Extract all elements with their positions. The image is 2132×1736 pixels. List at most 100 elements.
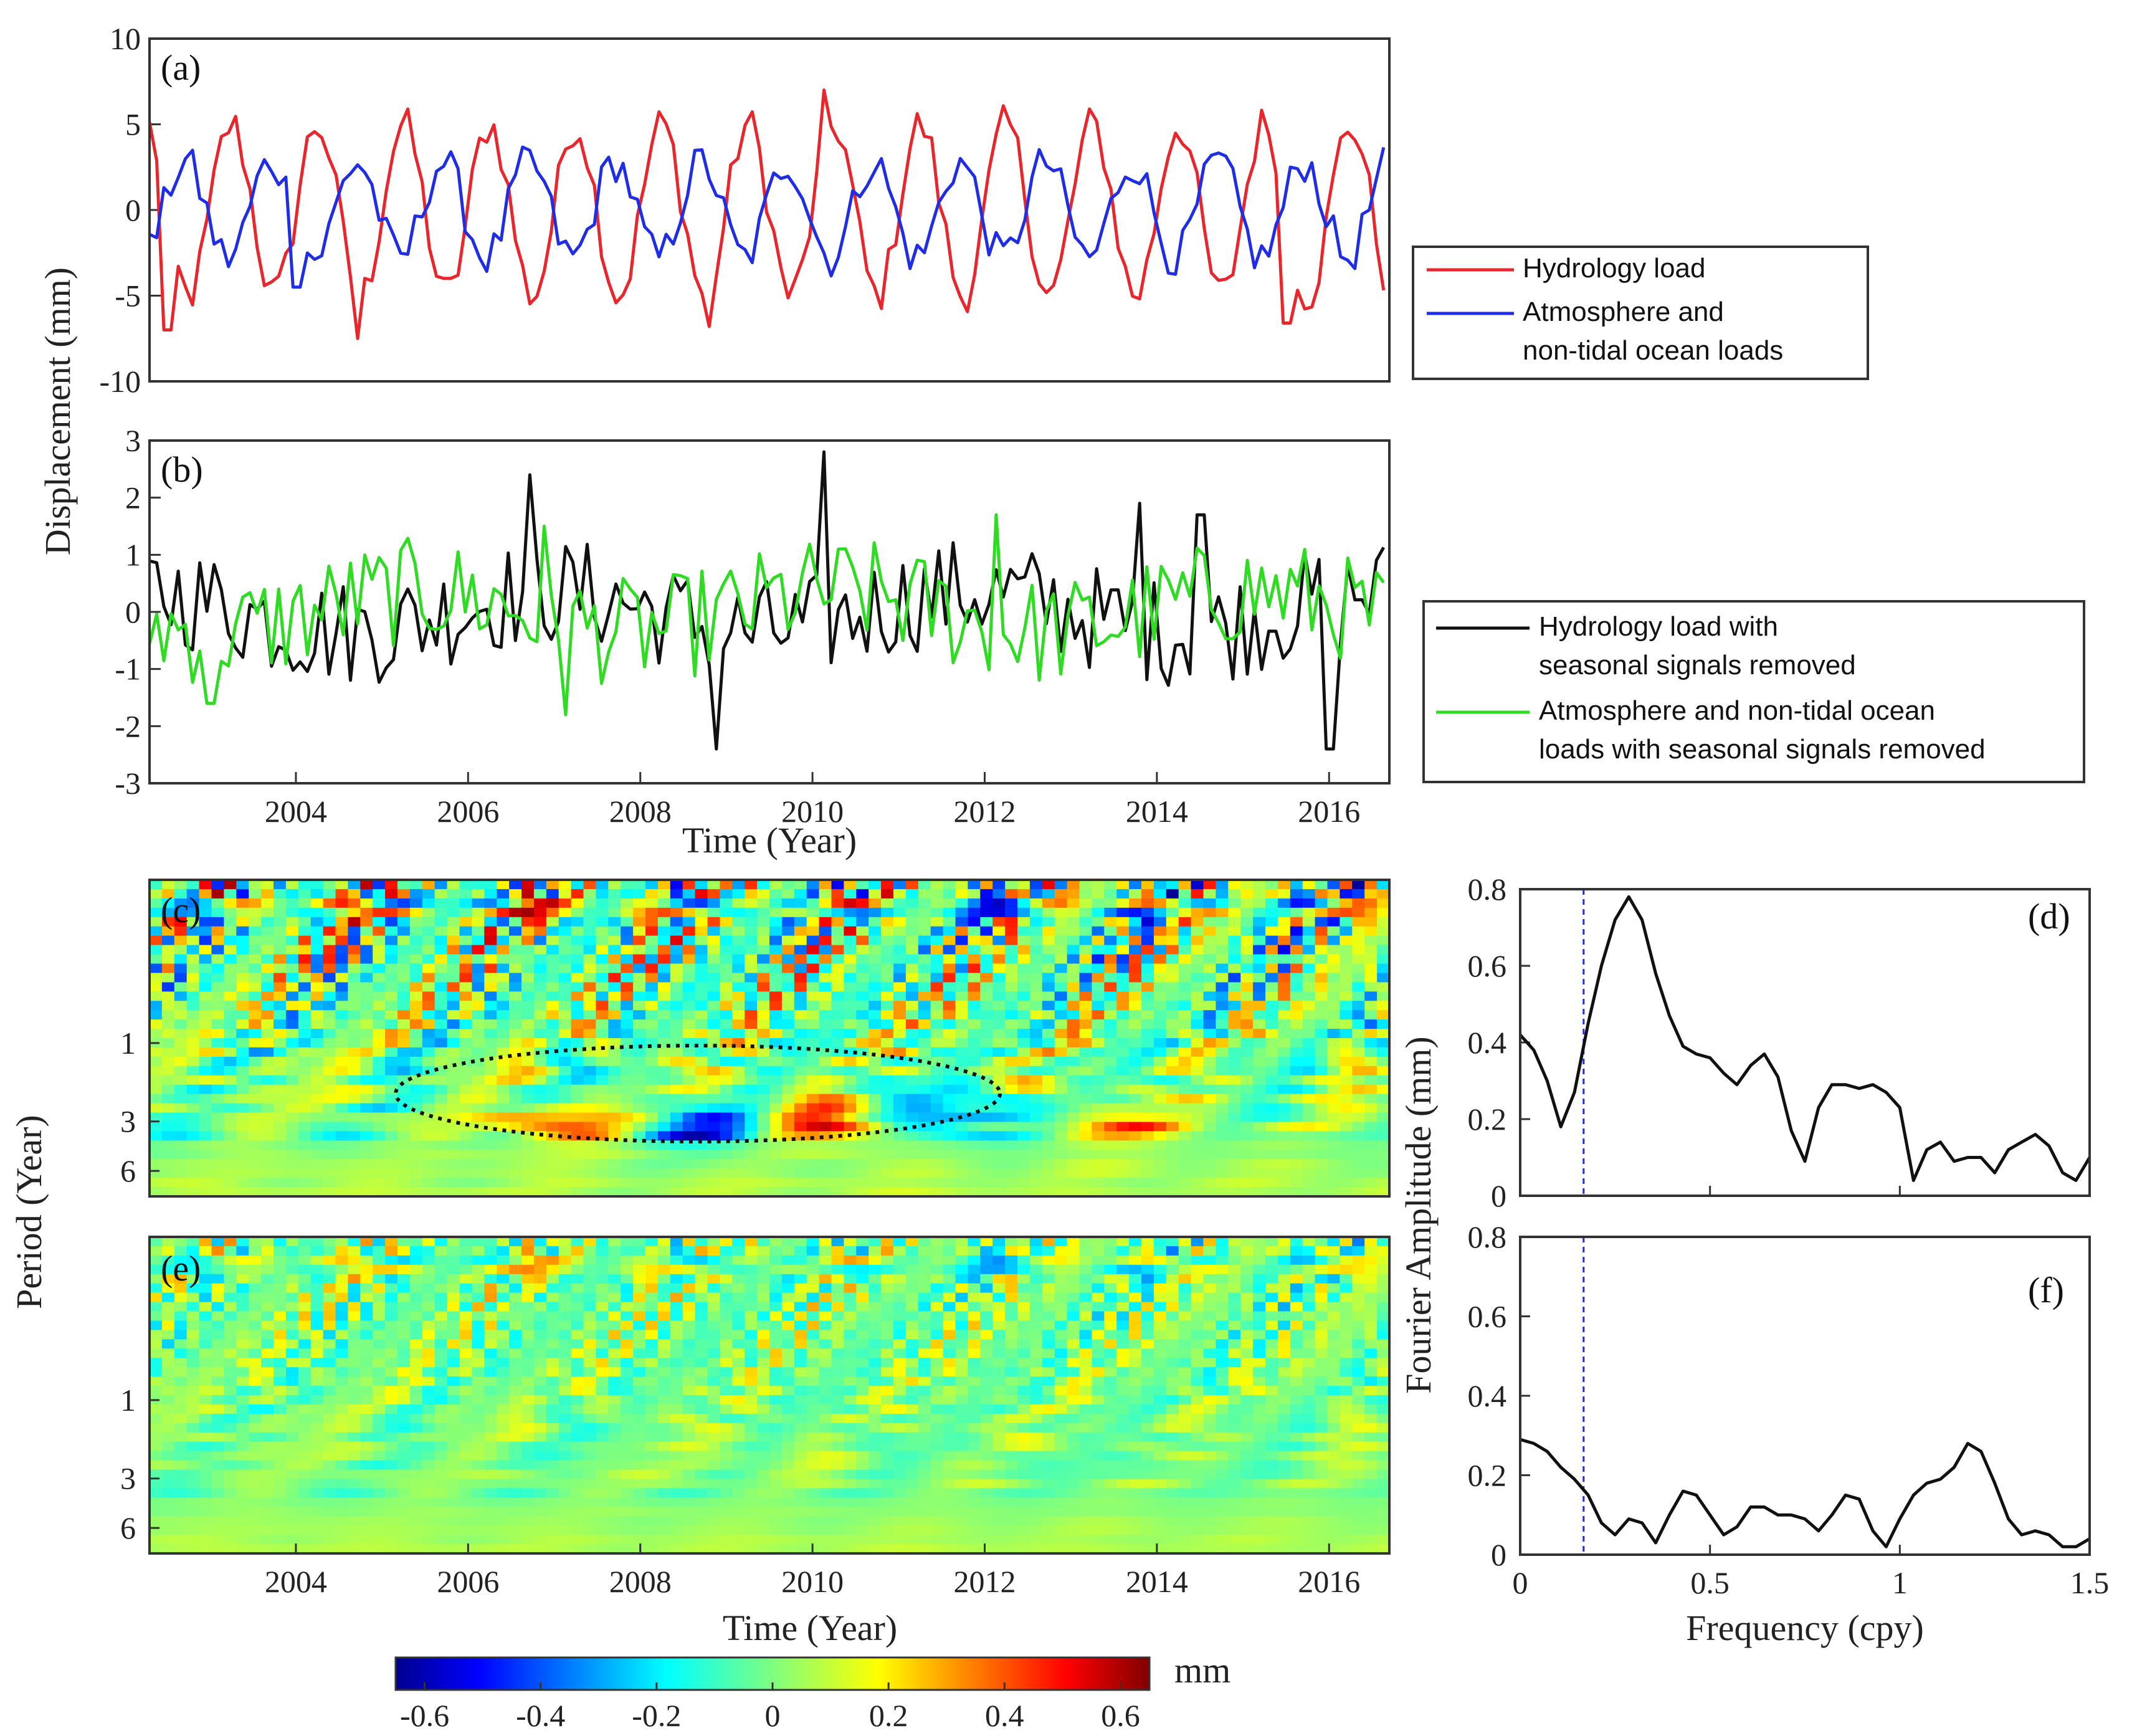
heatmap-cell [211, 1131, 225, 1141]
heatmap-cell [434, 917, 448, 927]
heatmap-cell [831, 973, 845, 983]
heatmap-cell [298, 1103, 312, 1114]
heatmap-cell [1203, 1292, 1217, 1303]
heatmap-cell [1116, 1348, 1130, 1358]
heatmap-cell [1290, 1358, 1303, 1368]
heatmap-cell [571, 1056, 584, 1067]
heatmap-cell [360, 963, 373, 974]
heatmap-cell [236, 1150, 249, 1160]
heatmap-cell [1302, 1311, 1316, 1322]
heatmap-cell [310, 1274, 324, 1284]
heatmap-cell [992, 1019, 1006, 1029]
heatmap-cell [645, 1367, 659, 1377]
heatmap-cell [472, 1330, 485, 1340]
heatmap-cell [819, 945, 832, 955]
heatmap-cell [893, 963, 907, 974]
heatmap-cell [323, 1029, 336, 1039]
legend-entry-text: Hydrology load [1523, 253, 1706, 284]
heatmap-cell [261, 1302, 274, 1312]
heatmap-cell [968, 1302, 981, 1312]
heatmap-cell [633, 1178, 646, 1188]
heatmap-cell [298, 1131, 312, 1141]
heatmap-cell [348, 1246, 361, 1256]
heatmap-cell [968, 1094, 981, 1104]
heatmap-cell [1005, 1237, 1018, 1247]
heatmap-cell [645, 917, 659, 927]
heatmap-cell [472, 1084, 485, 1095]
heatmap-cell [831, 1348, 845, 1358]
heatmap-cell [533, 1010, 547, 1020]
heatmap-cell [596, 880, 609, 890]
heatmap-cell [621, 1330, 634, 1340]
heatmap-cell [1116, 1178, 1130, 1188]
heatmap-cell [1092, 1066, 1105, 1076]
heatmap-cell [905, 1122, 919, 1132]
heatmap-cell [670, 1237, 683, 1247]
heatmap-cell [1029, 1122, 1043, 1132]
heatmap-cell [819, 1066, 832, 1076]
heatmap-cell [1116, 1056, 1130, 1067]
heatmap-cell [1054, 1283, 1068, 1294]
heatmap-cell [881, 1038, 894, 1048]
heatmap-cell [1240, 1283, 1254, 1294]
heatmap-cell [360, 1010, 373, 1020]
heatmap-cell [472, 963, 485, 974]
heatmap-cell [497, 1140, 510, 1150]
heatmap-cell [199, 1075, 212, 1085]
heatmap-cell [806, 1112, 820, 1123]
heatmap-cell [992, 1168, 1006, 1178]
heatmap-cell [608, 1348, 621, 1358]
heatmap-cell [682, 1159, 696, 1169]
heatmap-cell [1277, 889, 1291, 899]
heatmap-cell [707, 1339, 721, 1349]
heatmap-cell [1302, 982, 1316, 992]
heatmap-cell [558, 1112, 572, 1123]
heatmap-cell [980, 1283, 993, 1294]
heatmap-cell [1228, 1178, 1241, 1188]
heatmap-cell [968, 991, 981, 1001]
heatmap-cell [373, 1066, 386, 1076]
heatmap-cell [1116, 1187, 1130, 1197]
heatmap-cell [1290, 954, 1303, 965]
heatmap-cell [657, 1084, 671, 1095]
heatmap-cell [1377, 973, 1390, 983]
heatmap-cell [794, 1010, 807, 1020]
heatmap-cell [657, 1348, 671, 1358]
heatmap-cell [211, 880, 225, 890]
heatmap-cell [943, 880, 956, 890]
heatmap-cell [1178, 1168, 1192, 1178]
ytick-label: 3 [120, 1104, 136, 1139]
heatmap-cell [608, 1246, 621, 1256]
heatmap-cell [360, 1178, 373, 1188]
heatmap-cell [571, 954, 584, 965]
heatmap-cell [360, 1019, 373, 1029]
heatmap-cell [1203, 1112, 1217, 1123]
heatmap-cell [955, 963, 969, 974]
heatmap-cell [472, 982, 485, 992]
heatmap-cell [695, 954, 708, 965]
heatmap-cell [670, 1283, 683, 1294]
heatmap-cell [150, 973, 163, 983]
heatmap-cell [1029, 1264, 1043, 1275]
heatmap-cell [657, 1103, 671, 1114]
heatmap-cell [274, 1150, 287, 1160]
heatmap-cell [1228, 1029, 1241, 1039]
heatmap-cell [980, 880, 993, 890]
heatmap-cell [459, 1010, 473, 1020]
heatmap-cell [596, 1010, 609, 1020]
heatmap-cell [769, 889, 783, 899]
heatmap-cell [409, 954, 423, 965]
heatmap-cell [732, 1264, 745, 1275]
heatmap-cell [1191, 1178, 1204, 1188]
heatmap-cell [893, 1150, 907, 1160]
heatmap-cell [459, 907, 473, 918]
heatmap-cell [1191, 1084, 1204, 1095]
heatmap-cell [1104, 1339, 1117, 1349]
heatmap-cell [1364, 1178, 1378, 1188]
heatmap-cell [1290, 1339, 1303, 1349]
heatmap-cell [1129, 1029, 1142, 1039]
heatmap-cell [509, 1283, 522, 1294]
heatmap-cell [174, 1084, 188, 1095]
heatmap-cell [521, 1010, 535, 1020]
heatmap-cell [745, 1274, 758, 1284]
